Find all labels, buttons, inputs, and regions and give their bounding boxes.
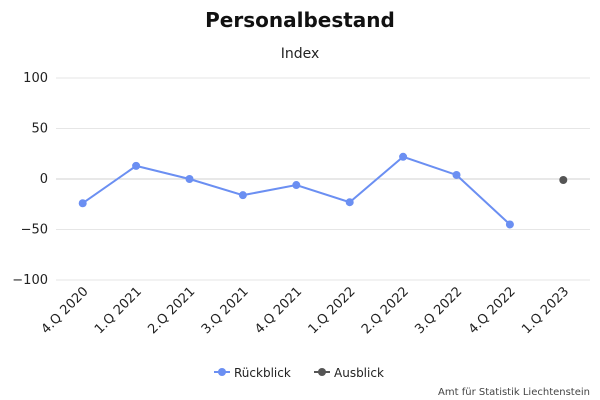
series (78, 152, 568, 229)
x-tick-label: 3.Q 2022 (412, 284, 465, 337)
x-tick-label: 1.Q 2021 (92, 284, 145, 337)
data-point[interactable] (78, 199, 87, 208)
data-point[interactable] (238, 191, 247, 200)
x-tick-label: 2.Q 2021 (145, 284, 198, 337)
x-tick-label: 2.Q 2022 (359, 284, 412, 337)
data-point[interactable] (505, 220, 514, 229)
credit-text: Amt für Statistik Liechtenstein (438, 387, 590, 398)
x-tick-label: 1.Q 2023 (519, 284, 572, 337)
legend-marker (218, 368, 226, 376)
legend-label: Ausblick (334, 366, 384, 380)
data-point[interactable] (345, 198, 354, 207)
y-tick-label: 50 (31, 122, 48, 137)
series-0 (78, 152, 514, 229)
data-point[interactable] (559, 176, 568, 185)
legend-marker (318, 368, 326, 376)
y-tick-label: 0 (40, 172, 48, 187)
x-tick-label: 4.Q 2022 (466, 284, 519, 337)
data-point[interactable] (185, 175, 194, 183)
data-point[interactable] (292, 181, 301, 190)
data-point[interactable] (399, 152, 408, 161)
series-line (82, 155, 511, 226)
x-tick-label: 4.Q 2020 (39, 284, 92, 337)
x-axis-ticks: 4.Q 2020 1.Q 2021 2.Q 2021 3.Q 2021 4.Q 2021… (39, 284, 573, 337)
y-tick-label: −50 (21, 223, 48, 238)
chart-subtitle: Index (281, 46, 320, 62)
y-tick-label: 100 (23, 71, 48, 86)
legend-label: Rückblick (234, 366, 291, 380)
legend[interactable]: Rückblick Ausblick (214, 366, 384, 380)
legend-item[interactable]: Ausblick (314, 366, 384, 380)
data-point[interactable] (132, 161, 141, 170)
x-tick-label: 3.Q 2021 (199, 284, 252, 337)
y-axis-ticks: 100 50 0 −50 −100 (12, 71, 48, 288)
y-tick-label: −100 (12, 273, 48, 288)
x-tick-label: 1.Q 2022 (306, 284, 359, 337)
series-1 (559, 176, 568, 185)
legend-item[interactable]: Rückblick (214, 366, 291, 380)
chart-title: Personalbestand (205, 8, 395, 32)
gridlines (56, 77, 590, 281)
x-tick-label: 4.Q 2021 (252, 284, 305, 337)
data-point[interactable] (452, 170, 461, 179)
